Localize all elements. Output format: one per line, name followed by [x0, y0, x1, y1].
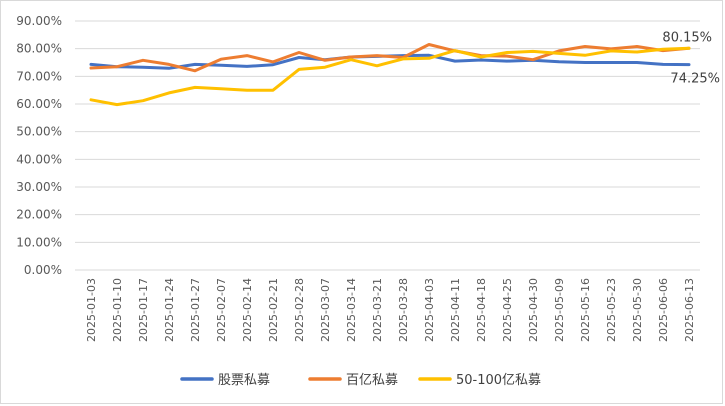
y-tick-label: 10.00%: [16, 235, 62, 249]
x-tick-label: 2025-06-13: [683, 278, 696, 342]
data-label: 74.25%: [670, 72, 720, 87]
x-tick-label: 2025-01-17: [137, 278, 150, 342]
data-label: 80.15%: [662, 30, 712, 45]
x-tick-label: 2025-01-27: [189, 278, 202, 342]
x-tick-label: 2025-02-28: [293, 278, 306, 342]
x-tick-label: 2025-02-07: [215, 278, 228, 342]
x-tick-label: 2025-04-11: [449, 278, 462, 342]
x-tick-label: 2025-04-25: [501, 278, 514, 342]
y-tick-label: 90.00%: [16, 14, 62, 28]
x-tick-label: 2025-03-28: [397, 278, 410, 342]
x-tick-label: 2025-04-18: [475, 278, 488, 342]
y-tick-label: 40.00%: [16, 152, 62, 166]
x-tick-label: 2025-02-21: [267, 278, 280, 342]
x-tick-label: 2025-03-14: [345, 278, 358, 342]
legend-label: 股票私募: [218, 373, 270, 388]
y-tick-label: 50.00%: [16, 125, 62, 139]
x-tick-label: 2025-03-21: [371, 278, 384, 342]
series-line: [89, 43, 691, 73]
legend-label: 百亿私募: [346, 373, 398, 388]
x-tick-label: 2025-05-23: [605, 278, 618, 342]
x-tick-label: 2025-05-30: [631, 278, 644, 342]
y-tick-label: 30.00%: [16, 180, 62, 194]
x-tick-label: 2025-01-24: [163, 278, 176, 342]
x-tick-label: 2025-01-10: [111, 278, 124, 342]
series-line: [89, 46, 691, 107]
y-tick-label: 0.00%: [24, 263, 62, 277]
x-tick-label: 2025-04-03: [423, 278, 436, 342]
x-tick-label: 2025-02-14: [241, 278, 254, 342]
x-tick-label: 2025-05-16: [579, 278, 592, 342]
legend-label: 50-100亿私募: [456, 373, 541, 388]
x-tick-label: 2025-01-03: [85, 278, 98, 342]
y-tick-label: 60.00%: [16, 97, 62, 111]
x-tick-label: 2025-04-30: [527, 278, 540, 342]
y-tick-label: 80.00%: [16, 42, 62, 56]
x-tick-label: 2025-06-06: [657, 278, 670, 342]
x-tick-label: 2025-05-09: [553, 278, 566, 342]
x-tick-label: 2025-03-07: [319, 278, 332, 342]
y-tick-label: 20.00%: [16, 208, 62, 222]
y-tick-label: 70.00%: [16, 69, 62, 83]
